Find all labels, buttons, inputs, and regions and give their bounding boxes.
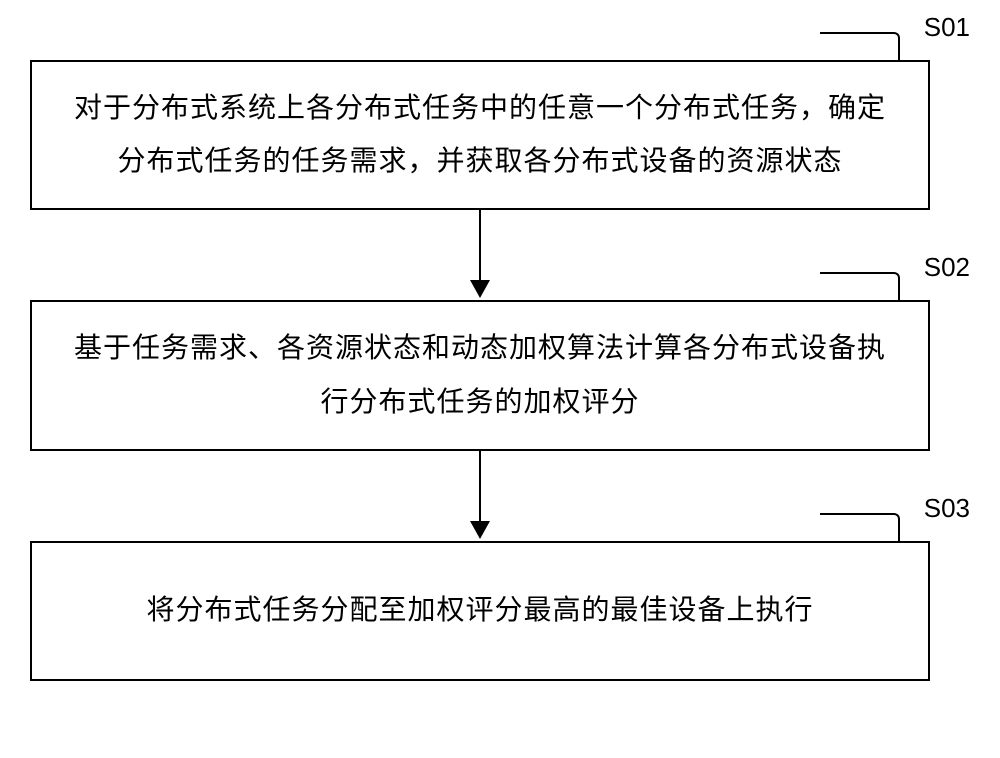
arrow-head-icon: [470, 521, 490, 539]
node-label: S01: [924, 12, 970, 43]
node-text: 将分布式任务分配至加权评分最高的最佳设备上执行: [146, 584, 813, 637]
node-label: S02: [924, 252, 970, 283]
flow-node-s02: 基于任务需求、各资源状态和动态加权算法计算各分布式设备执行分布式任务的加权评分: [30, 300, 930, 450]
label-leader-line: [820, 32, 900, 60]
flow-node-wrap: S02 基于任务需求、各资源状态和动态加权算法计算各分布式设备执行分布式任务的加…: [30, 300, 970, 450]
flow-arrow: [30, 451, 930, 541]
node-text: 基于任务需求、各资源状态和动态加权算法计算各分布式设备执行分布式任务的加权评分: [62, 322, 898, 428]
label-leader-line: [820, 513, 900, 541]
label-leader-line: [820, 272, 900, 300]
flow-node-s03: 将分布式任务分配至加权评分最高的最佳设备上执行: [30, 541, 930, 681]
flow-arrow: [30, 210, 930, 300]
node-text: 对于分布式系统上各分布式任务中的任意一个分布式任务，确定分布式任务的任务需求，并…: [62, 82, 898, 188]
arrow-line: [479, 210, 481, 282]
flow-node-wrap: S01 对于分布式系统上各分布式任务中的任意一个分布式任务，确定分布式任务的任务…: [30, 60, 970, 210]
node-label: S03: [924, 493, 970, 524]
flowchart-container: S01 对于分布式系统上各分布式任务中的任意一个分布式任务，确定分布式任务的任务…: [30, 60, 970, 681]
arrow-head-icon: [470, 280, 490, 298]
flow-node-s01: 对于分布式系统上各分布式任务中的任意一个分布式任务，确定分布式任务的任务需求，并…: [30, 60, 930, 210]
flow-node-wrap: S03 将分布式任务分配至加权评分最高的最佳设备上执行: [30, 541, 970, 681]
arrow-line: [479, 451, 481, 523]
